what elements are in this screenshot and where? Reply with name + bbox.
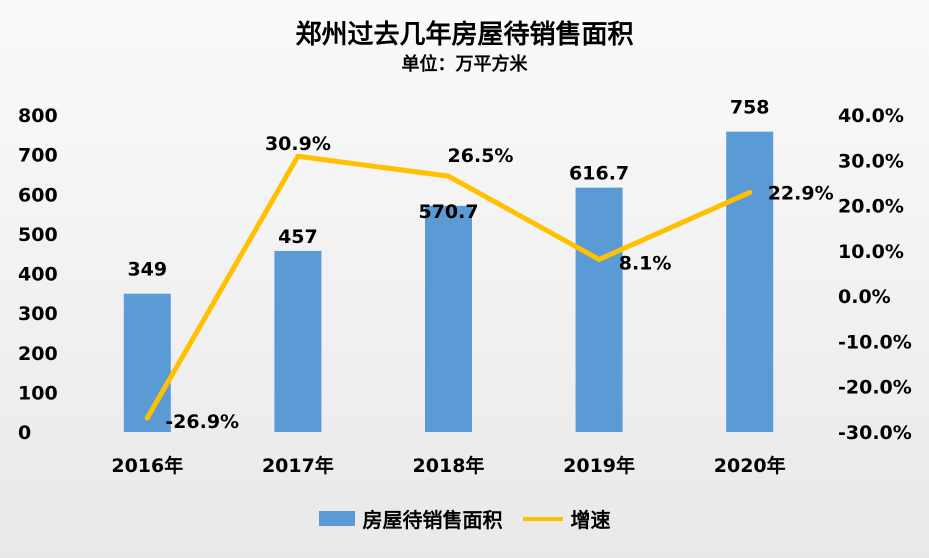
y-right-tick-label: -30.0% (838, 422, 912, 444)
x-category-label: 2018年 (413, 454, 485, 477)
x-category-label: 2019年 (563, 454, 635, 477)
y-left-tick-label: 500 (18, 224, 58, 246)
bar-data-label: 349 (127, 259, 167, 281)
legend-line-label: 增速 (570, 508, 611, 532)
bar (123, 293, 171, 432)
line-data-label: 30.9% (265, 133, 331, 155)
bar-data-label: 758 (730, 97, 770, 119)
bar-data-label: 616.7 (569, 163, 629, 185)
y-left-tick-label: 0 (18, 422, 31, 444)
bar (425, 205, 472, 432)
y-right-tick-label: 0.0% (838, 286, 891, 308)
growth-point (596, 256, 602, 262)
bar-data-label: 570.7 (418, 201, 478, 223)
y-left-tick-label: 400 (18, 264, 58, 286)
x-category-label: 2017年 (262, 454, 334, 477)
legend-bar-label: 房屋待销售面积 (362, 508, 503, 532)
y-left-tick-label: 600 (18, 184, 58, 206)
legend-line-swatch (522, 516, 563, 521)
bar (726, 131, 774, 432)
chart-subtitle: 单位：万平方米 (401, 54, 528, 75)
bar (575, 187, 623, 432)
legend-bar-swatch (318, 511, 355, 526)
line-data-label: 22.9% (768, 182, 834, 204)
legend-item-bar: 房屋待销售面积 (318, 504, 503, 533)
legend-item-line: 增速 (522, 504, 611, 533)
chart-plot: 0 100 200 300 400 500 600 700 800 -30.0% -20.0% -10… (18, 97, 912, 477)
chart-title: 郑州过去几年房屋待销售面积 (295, 20, 634, 50)
y-left-tick-label: 800 (18, 105, 58, 127)
y-right-tick-label: 10.0% (838, 241, 904, 263)
growth-point (295, 153, 301, 159)
growth-point (446, 173, 451, 179)
y-right-tick-label: 40.0% (838, 105, 904, 127)
line-data-label: 26.5% (448, 145, 514, 167)
y-left-tick-label: 700 (18, 145, 58, 167)
legend: 房屋待销售面积 增速 (0, 504, 929, 533)
bar (274, 250, 322, 432)
x-category-label: 2020年 (714, 454, 786, 477)
y-left-tick-label: 300 (18, 303, 58, 325)
y-right-tick-label: -20.0% (838, 377, 912, 399)
y-right-tick-label: -10.0% (838, 331, 912, 353)
line-data-label: 8.1% (619, 252, 672, 274)
line-data-label: -26.9% (165, 411, 239, 433)
x-category-label: 2016年 (111, 454, 183, 477)
y-left-tick-label: 100 (18, 382, 58, 404)
y-right-tick-label: 30.0% (838, 150, 904, 172)
bar-data-label: 457 (278, 226, 318, 248)
y-left-tick-label: 200 (18, 343, 58, 365)
y-right-tick-label: 20.0% (838, 196, 904, 218)
growth-point (747, 189, 753, 195)
growth-point (144, 415, 150, 421)
